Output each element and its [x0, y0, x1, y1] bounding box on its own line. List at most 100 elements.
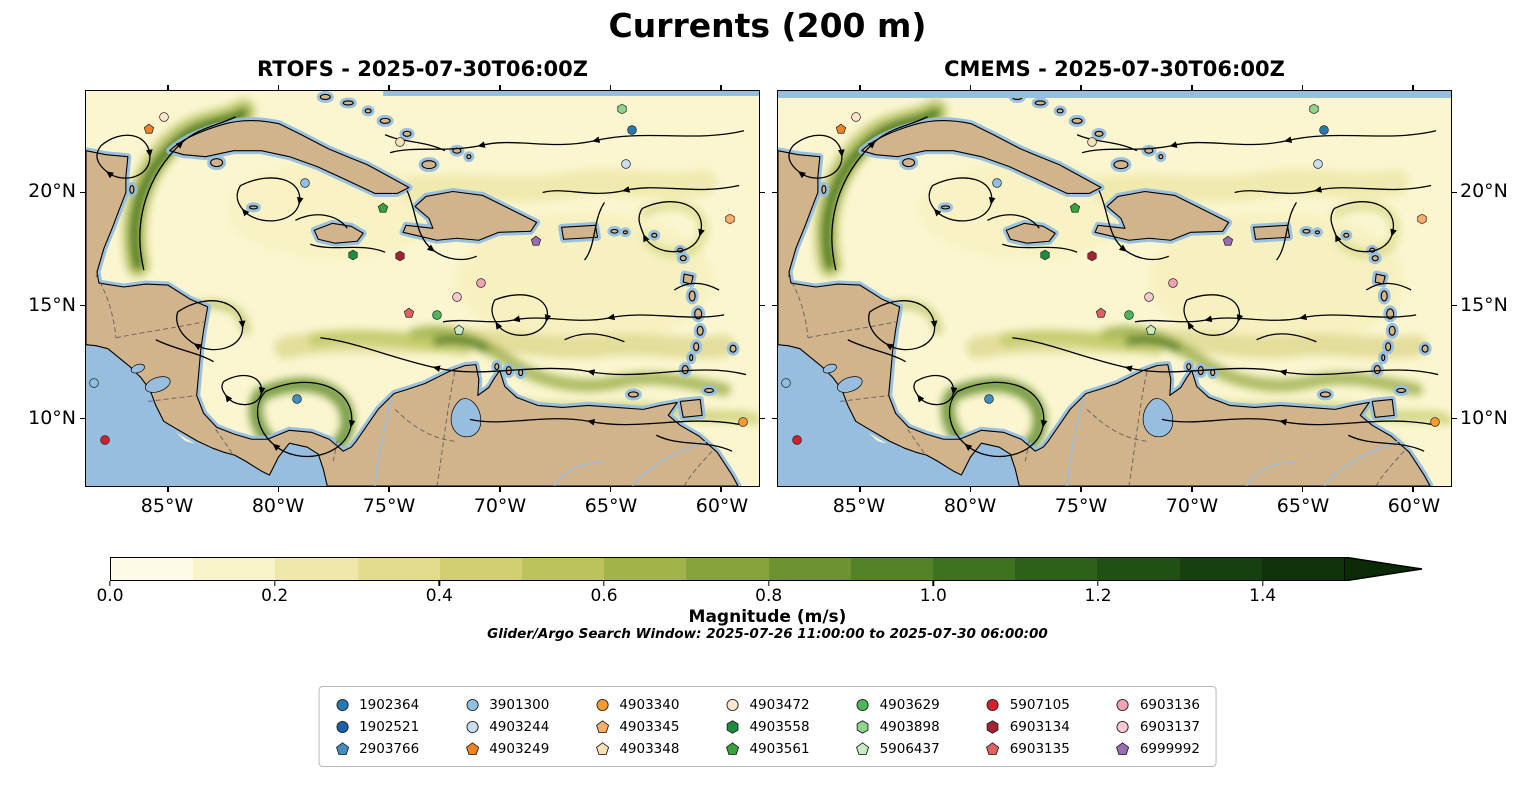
rtofs-map-panel — [80, 85, 765, 492]
float-marker — [377, 202, 388, 213]
float-marker-icon — [1116, 741, 1130, 756]
float-marker — [395, 136, 406, 147]
x-tick-label: 75°W — [362, 495, 416, 517]
colorbar-tick-label: 1.0 — [919, 586, 947, 606]
legend-entry: 6903135 — [986, 738, 1070, 759]
float-marker-icon — [335, 741, 349, 756]
axis-tick — [80, 417, 86, 420]
float-marker — [1168, 277, 1179, 288]
axis-tick — [1451, 417, 1457, 420]
legend-entry: 4903345 — [595, 716, 679, 737]
float-marker — [983, 394, 994, 405]
axis-tick — [720, 486, 722, 492]
float-marker — [992, 178, 1003, 189]
axis-tick — [969, 85, 972, 91]
axis-tick — [167, 486, 169, 492]
colorbar-tick-label: 0.4 — [425, 586, 453, 606]
search-window-note: Glider/Argo Search Window: 2025-07-26 11… — [487, 626, 1048, 642]
x-tick-label: 80°W — [251, 495, 305, 517]
legend-entry: 6999992 — [1116, 738, 1200, 759]
float-marker-icon — [856, 741, 870, 756]
axis-tick — [1451, 304, 1457, 307]
axis-tick — [1080, 486, 1082, 492]
axis-tick — [1412, 85, 1414, 91]
float-marker-icon — [725, 698, 739, 712]
axis-tick — [388, 486, 390, 492]
colorbar-tick-label: 0.6 — [590, 586, 618, 606]
rtofs-panel-title: RTOFS - 2025-07-30T06:00Z — [257, 57, 588, 81]
figure-title: Currents (200 m) — [608, 6, 927, 45]
float-marker — [1429, 417, 1440, 428]
float-marker — [1087, 136, 1098, 147]
axis-tick — [859, 85, 861, 91]
float-marker — [1123, 309, 1134, 320]
colorbar-segment — [522, 558, 605, 580]
y-tick-label: 20°N — [28, 179, 76, 202]
float-marker — [300, 178, 311, 189]
float-marker-icon — [595, 741, 609, 756]
legend-float-id: 1902364 — [359, 696, 420, 713]
axis-tick — [1301, 85, 1304, 91]
float-marker-icon — [986, 719, 1000, 734]
legend-float-id: 6903135 — [1009, 740, 1070, 757]
axis-tick — [859, 486, 861, 492]
colorbar — [110, 557, 1345, 581]
float-marker-icon — [595, 698, 609, 712]
float-marker — [737, 417, 748, 428]
axis-tick — [1191, 85, 1193, 91]
float-marker — [1308, 103, 1319, 115]
legend-float-id: 4903340 — [619, 696, 680, 713]
colorbar-tick — [1261, 581, 1264, 586]
axis-tick — [1451, 191, 1457, 194]
float-marker — [627, 124, 638, 135]
axis-tick — [772, 417, 778, 420]
legend-entry: 6903137 — [1116, 716, 1200, 737]
x-tick-label: 60°W — [1387, 495, 1441, 517]
legend-entry: 4903348 — [595, 738, 679, 759]
float-marker-icon — [465, 720, 479, 734]
float-marker — [453, 324, 464, 335]
legend-float-id: 4903249 — [489, 740, 550, 757]
legend: 1902364 1902521 2903766 3901300 4903244 49032… — [318, 686, 1217, 767]
colorbar-tick — [109, 581, 111, 586]
axis-tick — [759, 191, 765, 194]
float-marker-icon — [856, 698, 870, 712]
legend-float-id: 5907105 — [1009, 696, 1070, 713]
colorbar-segment — [768, 558, 851, 580]
float-marker-icon — [986, 741, 1000, 756]
colorbar-segment — [1015, 558, 1098, 580]
float-marker — [1319, 124, 1330, 135]
float-marker-icon — [856, 719, 870, 734]
colorbar-segment — [193, 558, 276, 580]
x-tick-label: 65°W — [1276, 495, 1330, 517]
float-marker — [89, 377, 100, 388]
colorbar-segment — [357, 558, 440, 580]
float-marker-icon — [725, 719, 739, 734]
float-marker-icon — [725, 741, 739, 756]
axis-tick — [969, 486, 972, 492]
axis-tick — [80, 304, 86, 307]
legend-float-id: 3901300 — [489, 696, 550, 713]
colorbar-segment — [111, 558, 194, 580]
colorbar-tick-label: 0.0 — [96, 586, 124, 606]
legend-entry: 1902521 — [335, 716, 419, 737]
float-marker — [347, 250, 358, 261]
x-tick-label: 70°W — [1165, 495, 1219, 517]
colorbar-tick — [1097, 581, 1099, 586]
colorbar-label: Magnitude (m/s) — [688, 607, 847, 627]
legend-float-id: 4903472 — [749, 696, 810, 713]
colorbar-tick-label: 1.2 — [1084, 586, 1112, 606]
legend-float-id: 4903561 — [749, 740, 810, 757]
x-tick-label: 85°W — [832, 495, 886, 517]
float-marker-icon — [1116, 720, 1130, 734]
y-tick-label: 20°N — [1460, 179, 1508, 202]
axis-tick — [277, 85, 280, 91]
legend-entry: 4903472 — [725, 694, 810, 715]
cmems-map-panel — [772, 85, 1457, 492]
float-marker — [99, 435, 110, 446]
colorbar-extend-arrow — [1344, 557, 1423, 581]
float-marker-icon — [1116, 698, 1130, 712]
colorbar-segment — [933, 558, 1016, 580]
legend-float-id: 4903244 — [489, 718, 550, 735]
legend-entry: 6903136 — [1116, 694, 1200, 715]
